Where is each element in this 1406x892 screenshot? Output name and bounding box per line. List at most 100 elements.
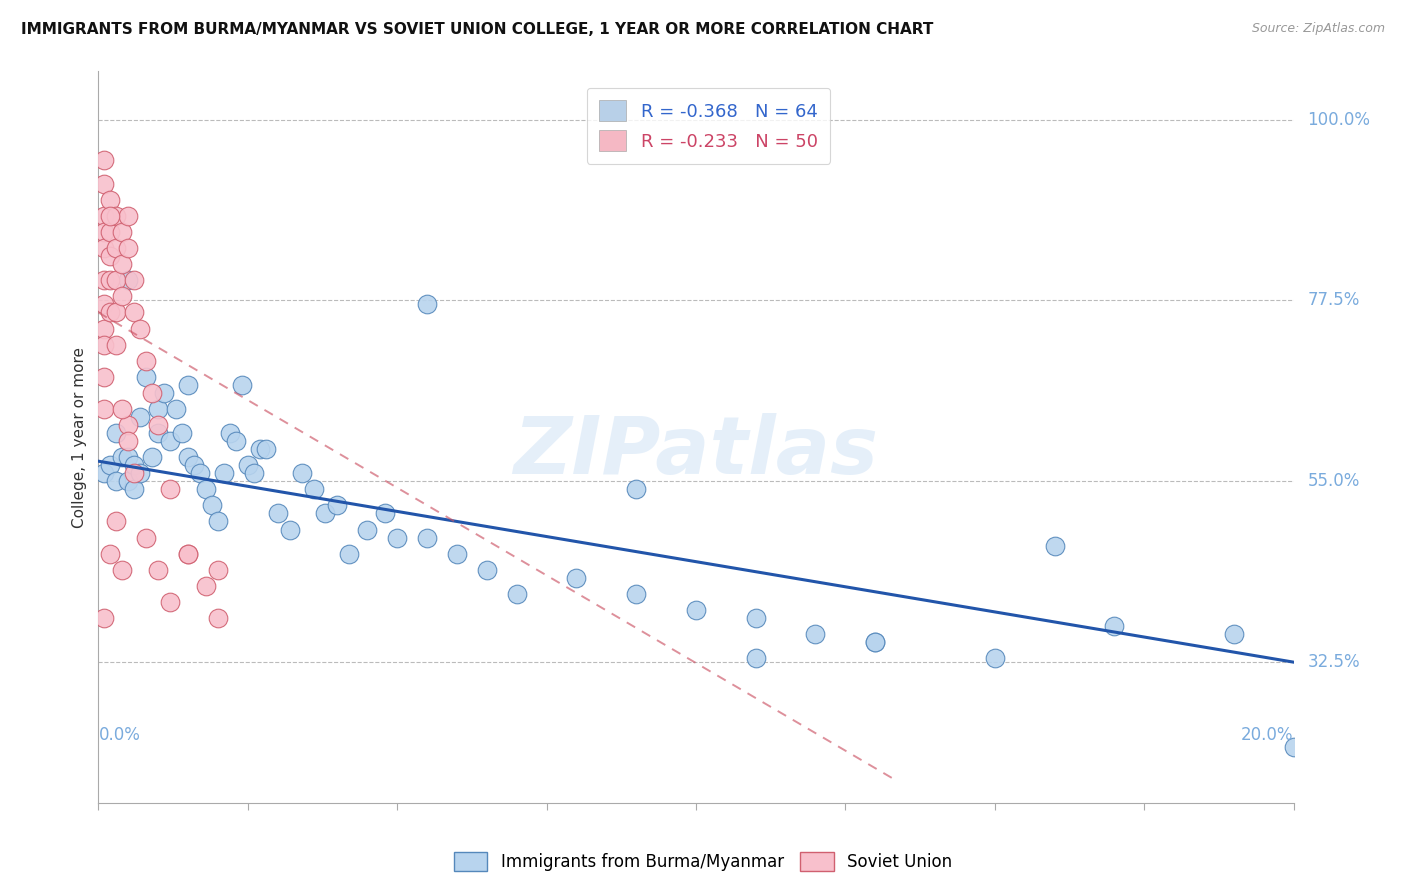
Point <box>111 450 134 465</box>
Point <box>105 515 128 529</box>
Text: 32.5%: 32.5% <box>1308 653 1360 671</box>
Point <box>105 241 128 255</box>
Point <box>207 515 229 529</box>
Point <box>135 353 157 368</box>
Point <box>446 547 468 561</box>
Point <box>98 458 122 473</box>
Point <box>93 153 115 167</box>
Point <box>159 434 181 449</box>
Point <box>177 450 200 465</box>
Point <box>98 547 122 561</box>
Point <box>177 377 200 392</box>
Text: 100.0%: 100.0% <box>1308 111 1371 128</box>
Point <box>267 507 290 521</box>
Legend: Immigrants from Burma/Myanmar, Soviet Union: Immigrants from Burma/Myanmar, Soviet Un… <box>446 843 960 880</box>
Point <box>111 289 134 303</box>
Point <box>105 273 128 287</box>
Point <box>117 475 139 489</box>
Point <box>98 305 122 319</box>
Point <box>278 523 301 537</box>
Point <box>804 627 827 641</box>
Point <box>105 337 128 351</box>
Point <box>172 425 194 440</box>
Point <box>93 225 115 239</box>
Point <box>117 434 139 449</box>
Point <box>865 635 887 649</box>
Point <box>148 425 170 440</box>
Point <box>124 467 146 481</box>
Point <box>117 417 139 432</box>
Point <box>745 611 768 625</box>
Point <box>93 611 115 625</box>
Point <box>93 321 115 335</box>
Point <box>685 603 707 617</box>
Point <box>98 209 122 223</box>
Point <box>302 483 325 497</box>
Y-axis label: College, 1 year or more: College, 1 year or more <box>72 347 87 527</box>
Point <box>254 442 277 457</box>
Point <box>236 458 259 473</box>
Point <box>201 499 224 513</box>
Point <box>141 385 163 400</box>
Point <box>93 467 115 481</box>
Point <box>105 475 128 489</box>
Point <box>93 297 115 311</box>
Point <box>93 401 115 416</box>
Point <box>207 563 229 577</box>
Point <box>117 209 139 223</box>
Point <box>565 571 588 585</box>
Point <box>111 563 134 577</box>
Point <box>98 249 122 263</box>
Point <box>124 483 146 497</box>
Point <box>177 547 200 561</box>
Point <box>111 401 134 416</box>
Point <box>129 467 152 481</box>
Point <box>315 507 337 521</box>
Point <box>165 401 187 416</box>
Point <box>212 467 235 481</box>
Point <box>195 579 218 593</box>
Point <box>865 635 887 649</box>
Point <box>93 209 115 223</box>
Point <box>98 225 122 239</box>
Point <box>626 587 648 601</box>
Text: 20.0%: 20.0% <box>1241 726 1294 744</box>
Point <box>93 273 115 287</box>
Point <box>1223 627 1246 641</box>
Legend: R = -0.368   N = 64, R = -0.233   N = 50: R = -0.368 N = 64, R = -0.233 N = 50 <box>586 87 831 164</box>
Point <box>148 401 170 416</box>
Point <box>111 225 134 239</box>
Point <box>177 547 200 561</box>
Point <box>148 563 170 577</box>
Point <box>153 385 176 400</box>
Point <box>1043 539 1066 553</box>
Text: 0.0%: 0.0% <box>98 726 141 744</box>
Point <box>117 450 139 465</box>
Point <box>225 434 247 449</box>
Point <box>117 273 139 287</box>
Point <box>1282 739 1305 754</box>
Point <box>93 241 115 255</box>
Point <box>105 425 128 440</box>
Point <box>243 467 266 481</box>
Point <box>475 563 498 577</box>
Text: Source: ZipAtlas.com: Source: ZipAtlas.com <box>1251 22 1385 36</box>
Point <box>195 483 218 497</box>
Point <box>626 483 648 497</box>
Point <box>105 209 128 223</box>
Point <box>98 273 122 287</box>
Point <box>93 177 115 191</box>
Point <box>416 297 439 311</box>
Point <box>129 321 152 335</box>
Point <box>148 417 170 432</box>
Point <box>117 241 139 255</box>
Point <box>291 467 314 481</box>
Point <box>124 305 146 319</box>
Point <box>105 305 128 319</box>
Point <box>1104 619 1126 633</box>
Point <box>111 257 134 271</box>
Point <box>416 531 439 545</box>
Point <box>249 442 271 457</box>
Point <box>159 483 181 497</box>
Text: IMMIGRANTS FROM BURMA/MYANMAR VS SOVIET UNION COLLEGE, 1 YEAR OR MORE CORRELATIO: IMMIGRANTS FROM BURMA/MYANMAR VS SOVIET … <box>21 22 934 37</box>
